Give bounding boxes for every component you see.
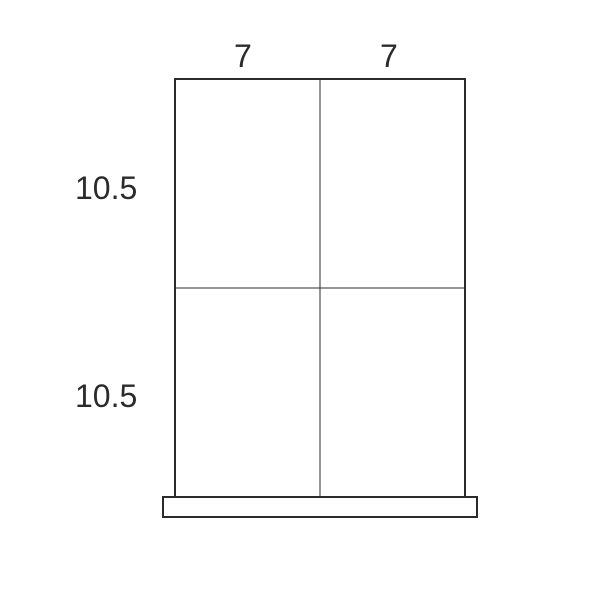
dim-label-left-lower: 10.5 [75,380,137,412]
dim-label-top-right: 7 [380,40,398,72]
dim-label-left-upper: 10.5 [75,172,137,204]
base-rect [163,497,477,517]
diagram-canvas [0,0,600,600]
dim-label-top-left: 7 [234,40,252,72]
dividers [175,79,465,497]
